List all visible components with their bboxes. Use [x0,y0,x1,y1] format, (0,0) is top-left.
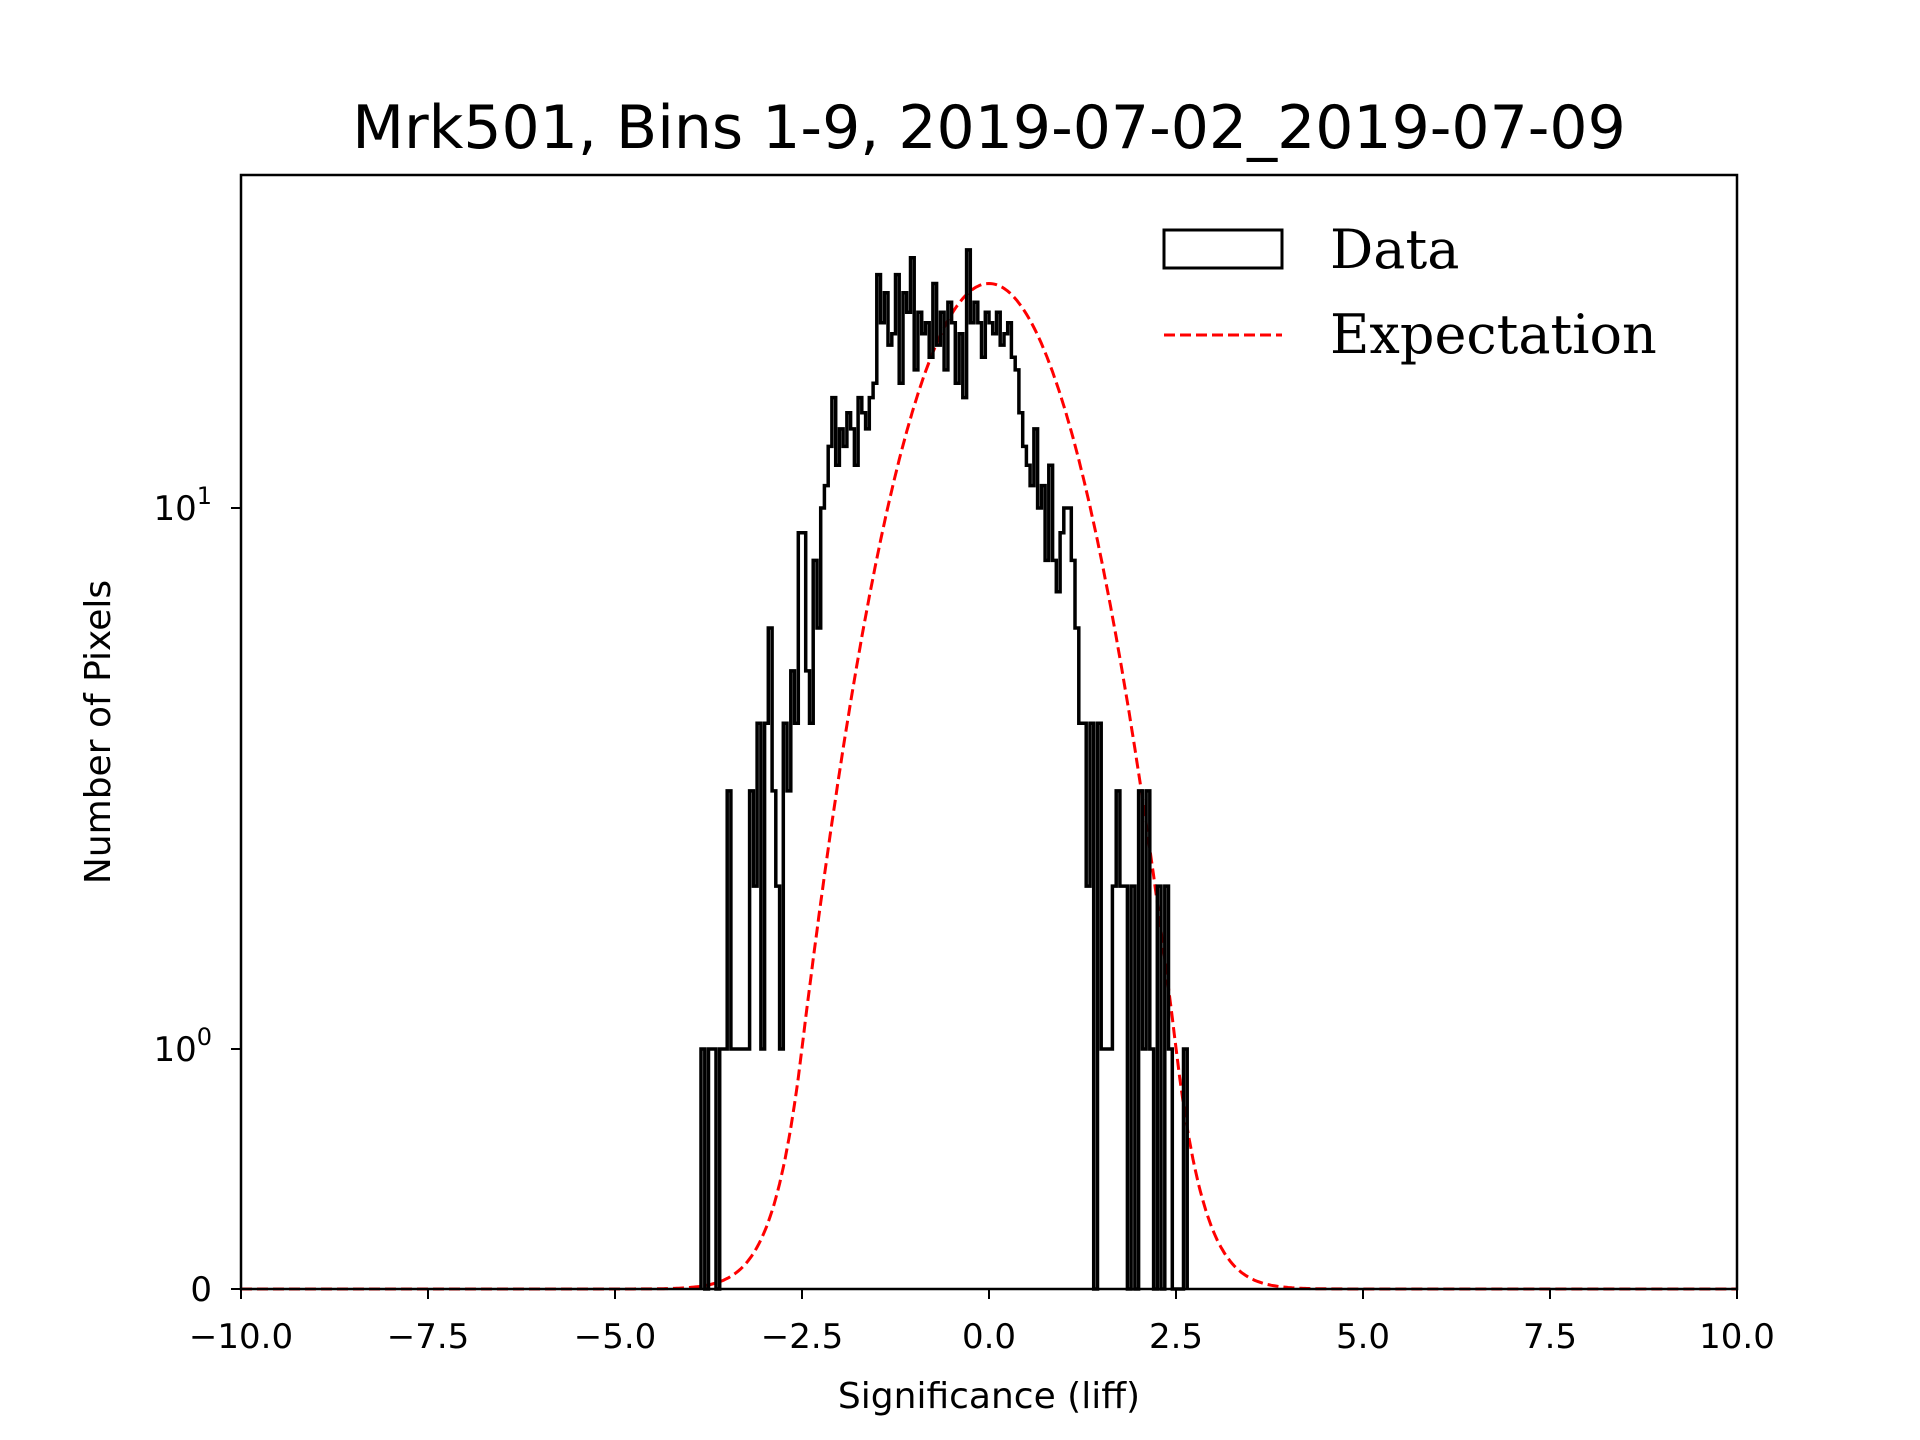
x-axis: −10.0 −7.5 −5.0 −2.5 0.0 2.5 5.0 7.5 10.0 [189,1289,1775,1357]
y-tick-label: 101 [153,482,212,529]
plot-area [241,248,1737,1291]
y-tick-label: 0 [190,1270,212,1310]
x-tick-label: −10.0 [189,1317,293,1357]
legend-data-label: Data [1330,218,1459,281]
x-tick-label: −2.5 [761,1317,844,1357]
expectation-curve [241,281,1737,1291]
legend-expectation-label: Expectation [1330,303,1657,366]
x-tick-label: −7.5 [387,1317,470,1357]
x-tick-label: 5.0 [1336,1317,1390,1357]
x-tick-label: 7.5 [1523,1317,1577,1357]
y-axis-label: Number of Pixels [78,580,119,884]
x-tick-label: 10.0 [1699,1317,1775,1357]
chart-title: Mrk501, Bins 1-9, 2019-07-02_2019-07-09 [352,93,1626,163]
y-axis: 0 100 101 [153,482,241,1310]
legend: Data Expectation [1162,218,1657,366]
data-histogram [699,248,1189,1291]
y-tick-label: 100 [153,1023,212,1070]
x-tick-label: 0.0 [962,1317,1016,1357]
x-tick-label: 2.5 [1149,1317,1203,1357]
legend-data-swatch [1162,228,1284,270]
x-axis-label: Significance (liff) [838,1376,1140,1417]
x-tick-label: −5.0 [574,1317,657,1357]
